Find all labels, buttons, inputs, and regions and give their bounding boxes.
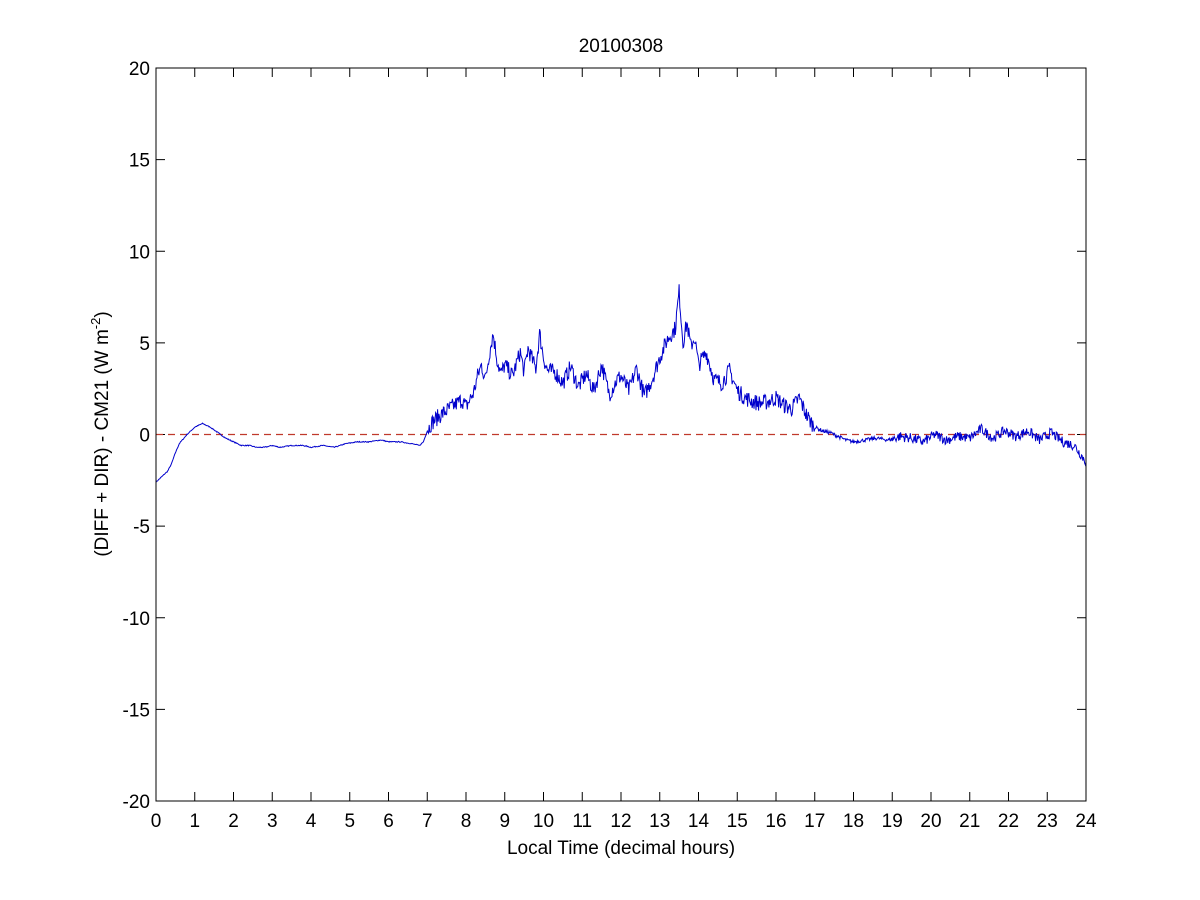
x-tick-label: 10 xyxy=(533,811,554,832)
plot-frame xyxy=(155,67,1087,802)
x-tick-label: 3 xyxy=(267,811,278,832)
x-tick-label: 4 xyxy=(306,811,317,832)
x-tick-label: 2 xyxy=(228,811,239,832)
x-tick-label: 22 xyxy=(998,811,1019,832)
x-tick-label: 8 xyxy=(461,811,472,832)
y-tick-label: -5 xyxy=(133,517,150,538)
x-tick-label: 13 xyxy=(649,811,670,832)
x-tick-label: 11 xyxy=(572,811,592,832)
series-line xyxy=(155,284,1087,483)
y-tick-label: -20 xyxy=(123,792,150,813)
y-tick-label: 0 xyxy=(139,426,150,447)
y-tick-label: 10 xyxy=(129,242,150,263)
y-tick-label: -15 xyxy=(123,700,150,721)
x-tick-label: 5 xyxy=(344,811,355,832)
x-tick-label: 7 xyxy=(422,811,433,832)
x-tick-label: 23 xyxy=(1037,811,1058,832)
x-tick-label: 12 xyxy=(610,811,631,832)
chart-title: 20100308 xyxy=(579,36,664,57)
x-tick-label: 15 xyxy=(727,811,748,832)
x-tick-label: 19 xyxy=(882,811,903,832)
y-tick-label: 20 xyxy=(129,59,150,80)
x-tick-label: 24 xyxy=(1075,811,1097,832)
x-tick-labels: 0 1 2 3 4 5 6 7 8 9 10 11 12 13 14 15 16 17 18 19 20 21 22 23 24 xyxy=(151,811,1097,832)
y-axis-title-main: (DIFF + DIR) - CM21 (W m xyxy=(92,329,113,556)
x-tick-label: 14 xyxy=(688,811,710,832)
y-axis-title: (DIFF + DIR) - CM21 (W m-2) xyxy=(88,311,113,556)
x-tick-label: 18 xyxy=(843,811,864,832)
x-tick-label: 0 xyxy=(151,811,162,832)
x-tick-label: 20 xyxy=(920,811,941,832)
y-axis-title-superscript: -2 xyxy=(88,318,103,330)
y-axis-title-suffix: ) xyxy=(92,311,113,317)
x-axis-title: Local Time (decimal hours) xyxy=(507,838,735,859)
x-tick-label: 1 xyxy=(189,811,200,832)
x-tick-label: 17 xyxy=(804,811,825,832)
x-tick-label: 16 xyxy=(765,811,786,832)
x-tick-label: 21 xyxy=(959,811,980,832)
x-tick-label: 9 xyxy=(499,811,510,832)
x-tick-label: 6 xyxy=(383,811,394,832)
y-tick-label: 5 xyxy=(139,334,150,355)
y-tick-label: -10 xyxy=(123,609,150,630)
y-tick-labels: -20 -15 -10 -5 0 5 10 15 20 xyxy=(123,59,150,813)
plot-background xyxy=(156,68,1086,801)
y-tick-label: 15 xyxy=(129,151,150,172)
axis-ticks xyxy=(155,67,1087,802)
